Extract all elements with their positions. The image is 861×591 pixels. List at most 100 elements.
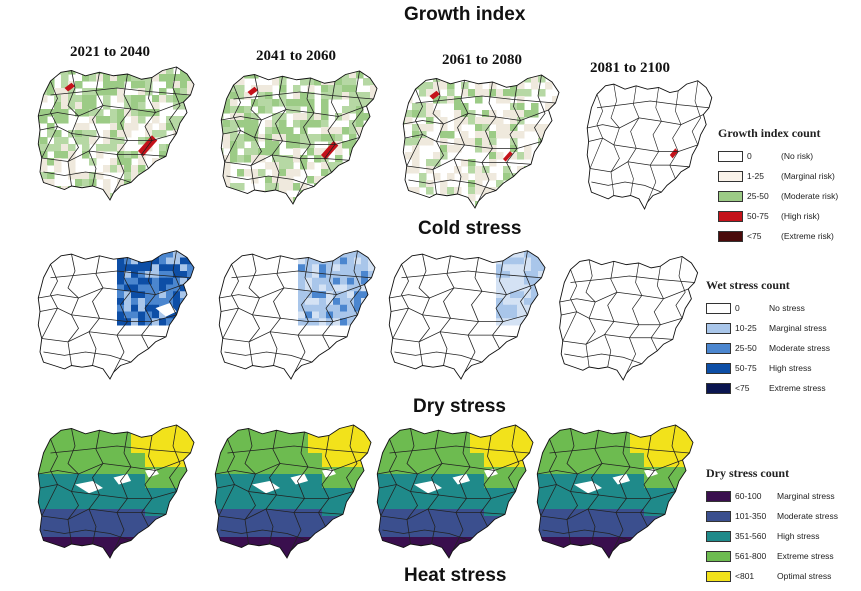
map-cell bbox=[343, 530, 351, 538]
map-cell bbox=[173, 304, 181, 313]
map-cell bbox=[403, 201, 406, 208]
map-cell bbox=[456, 425, 464, 433]
map-cell bbox=[595, 502, 603, 510]
map-cell bbox=[259, 460, 267, 468]
map-cell bbox=[131, 102, 139, 110]
map-cell bbox=[553, 495, 561, 503]
country-outline bbox=[537, 425, 693, 558]
map-cell bbox=[665, 551, 673, 558]
map-cell bbox=[201, 312, 209, 319]
map-cell bbox=[519, 432, 527, 440]
map-cell bbox=[412, 131, 420, 139]
map-cell bbox=[510, 304, 518, 313]
map-cell bbox=[187, 551, 194, 558]
map-cell bbox=[329, 460, 337, 468]
map-cell bbox=[117, 481, 125, 489]
map-cell bbox=[658, 453, 666, 461]
map-cell bbox=[644, 439, 652, 447]
map-cell bbox=[665, 467, 673, 475]
map-cell bbox=[400, 516, 408, 524]
high-risk-hotspot bbox=[247, 86, 258, 96]
map-cell bbox=[201, 495, 209, 503]
map-cell bbox=[567, 502, 575, 510]
map-cell bbox=[124, 186, 132, 194]
map-cell bbox=[440, 131, 448, 139]
map-cell bbox=[524, 152, 532, 160]
map-cell bbox=[449, 537, 457, 545]
map-cell bbox=[152, 67, 160, 68]
map-cell bbox=[61, 551, 69, 558]
state-borders bbox=[377, 425, 530, 552]
map-cell bbox=[252, 439, 260, 447]
map-cell bbox=[477, 516, 485, 524]
map-cell bbox=[187, 488, 194, 496]
map-cell bbox=[414, 516, 422, 524]
map-cell bbox=[335, 134, 343, 142]
map-cell bbox=[400, 509, 408, 517]
map-cell bbox=[470, 453, 478, 461]
map-cell bbox=[68, 467, 76, 475]
map-cell bbox=[308, 516, 316, 524]
map-cell bbox=[145, 502, 153, 510]
map-cell bbox=[524, 110, 532, 118]
state-border bbox=[675, 256, 686, 319]
map-cell bbox=[38, 439, 41, 447]
map-cell bbox=[658, 509, 666, 517]
map-cell bbox=[138, 474, 146, 482]
map-cell bbox=[679, 523, 687, 531]
map-cell bbox=[138, 304, 146, 313]
map-cell bbox=[298, 291, 306, 299]
map-cell bbox=[686, 551, 693, 558]
map-cell bbox=[279, 120, 287, 128]
map-cell bbox=[357, 495, 365, 503]
state-border bbox=[427, 430, 443, 545]
map-cell bbox=[361, 250, 369, 252]
map-cell bbox=[145, 551, 153, 558]
map-cell bbox=[349, 127, 357, 135]
map-cell bbox=[349, 106, 357, 114]
map-cell bbox=[672, 453, 680, 461]
map-cell bbox=[616, 439, 624, 447]
map-cell bbox=[265, 141, 273, 149]
map-cell bbox=[510, 75, 518, 76]
map-cell bbox=[180, 88, 188, 96]
map-cell bbox=[375, 312, 383, 319]
map-cell bbox=[110, 488, 118, 496]
map-cell bbox=[300, 134, 308, 142]
map-cell bbox=[307, 92, 315, 100]
map-cell bbox=[201, 278, 209, 285]
map-cell bbox=[180, 193, 188, 200]
map-cell bbox=[38, 432, 41, 440]
map-cell bbox=[307, 190, 315, 198]
map-cell bbox=[145, 123, 153, 131]
map-cell bbox=[152, 193, 160, 200]
map-cell bbox=[138, 432, 146, 440]
map-cell bbox=[180, 284, 188, 292]
map-cell bbox=[173, 516, 181, 524]
map-cell bbox=[539, 551, 547, 558]
map-cell bbox=[173, 460, 181, 468]
map-cell bbox=[512, 502, 520, 510]
legend-range: <801 bbox=[735, 571, 755, 581]
map-cell bbox=[357, 551, 365, 558]
map-cell bbox=[273, 523, 281, 531]
map-cell bbox=[468, 138, 476, 146]
map-cell bbox=[342, 78, 350, 86]
map-cell bbox=[491, 432, 499, 440]
map-cell bbox=[294, 523, 302, 531]
map-cell bbox=[221, 85, 224, 93]
map-cell bbox=[400, 432, 408, 440]
map-cell bbox=[637, 523, 645, 531]
map-cell bbox=[356, 127, 364, 135]
map-cell bbox=[491, 474, 499, 482]
map-cell bbox=[482, 187, 490, 195]
map-cell bbox=[187, 467, 194, 475]
high-risk-hotspot bbox=[64, 82, 75, 92]
map-cell bbox=[40, 116, 48, 124]
map-cell bbox=[545, 180, 553, 188]
map-cell bbox=[482, 138, 490, 146]
map-cell bbox=[361, 304, 369, 313]
map-cell bbox=[117, 284, 125, 292]
map-cell bbox=[498, 509, 506, 517]
map-cell bbox=[307, 99, 315, 107]
